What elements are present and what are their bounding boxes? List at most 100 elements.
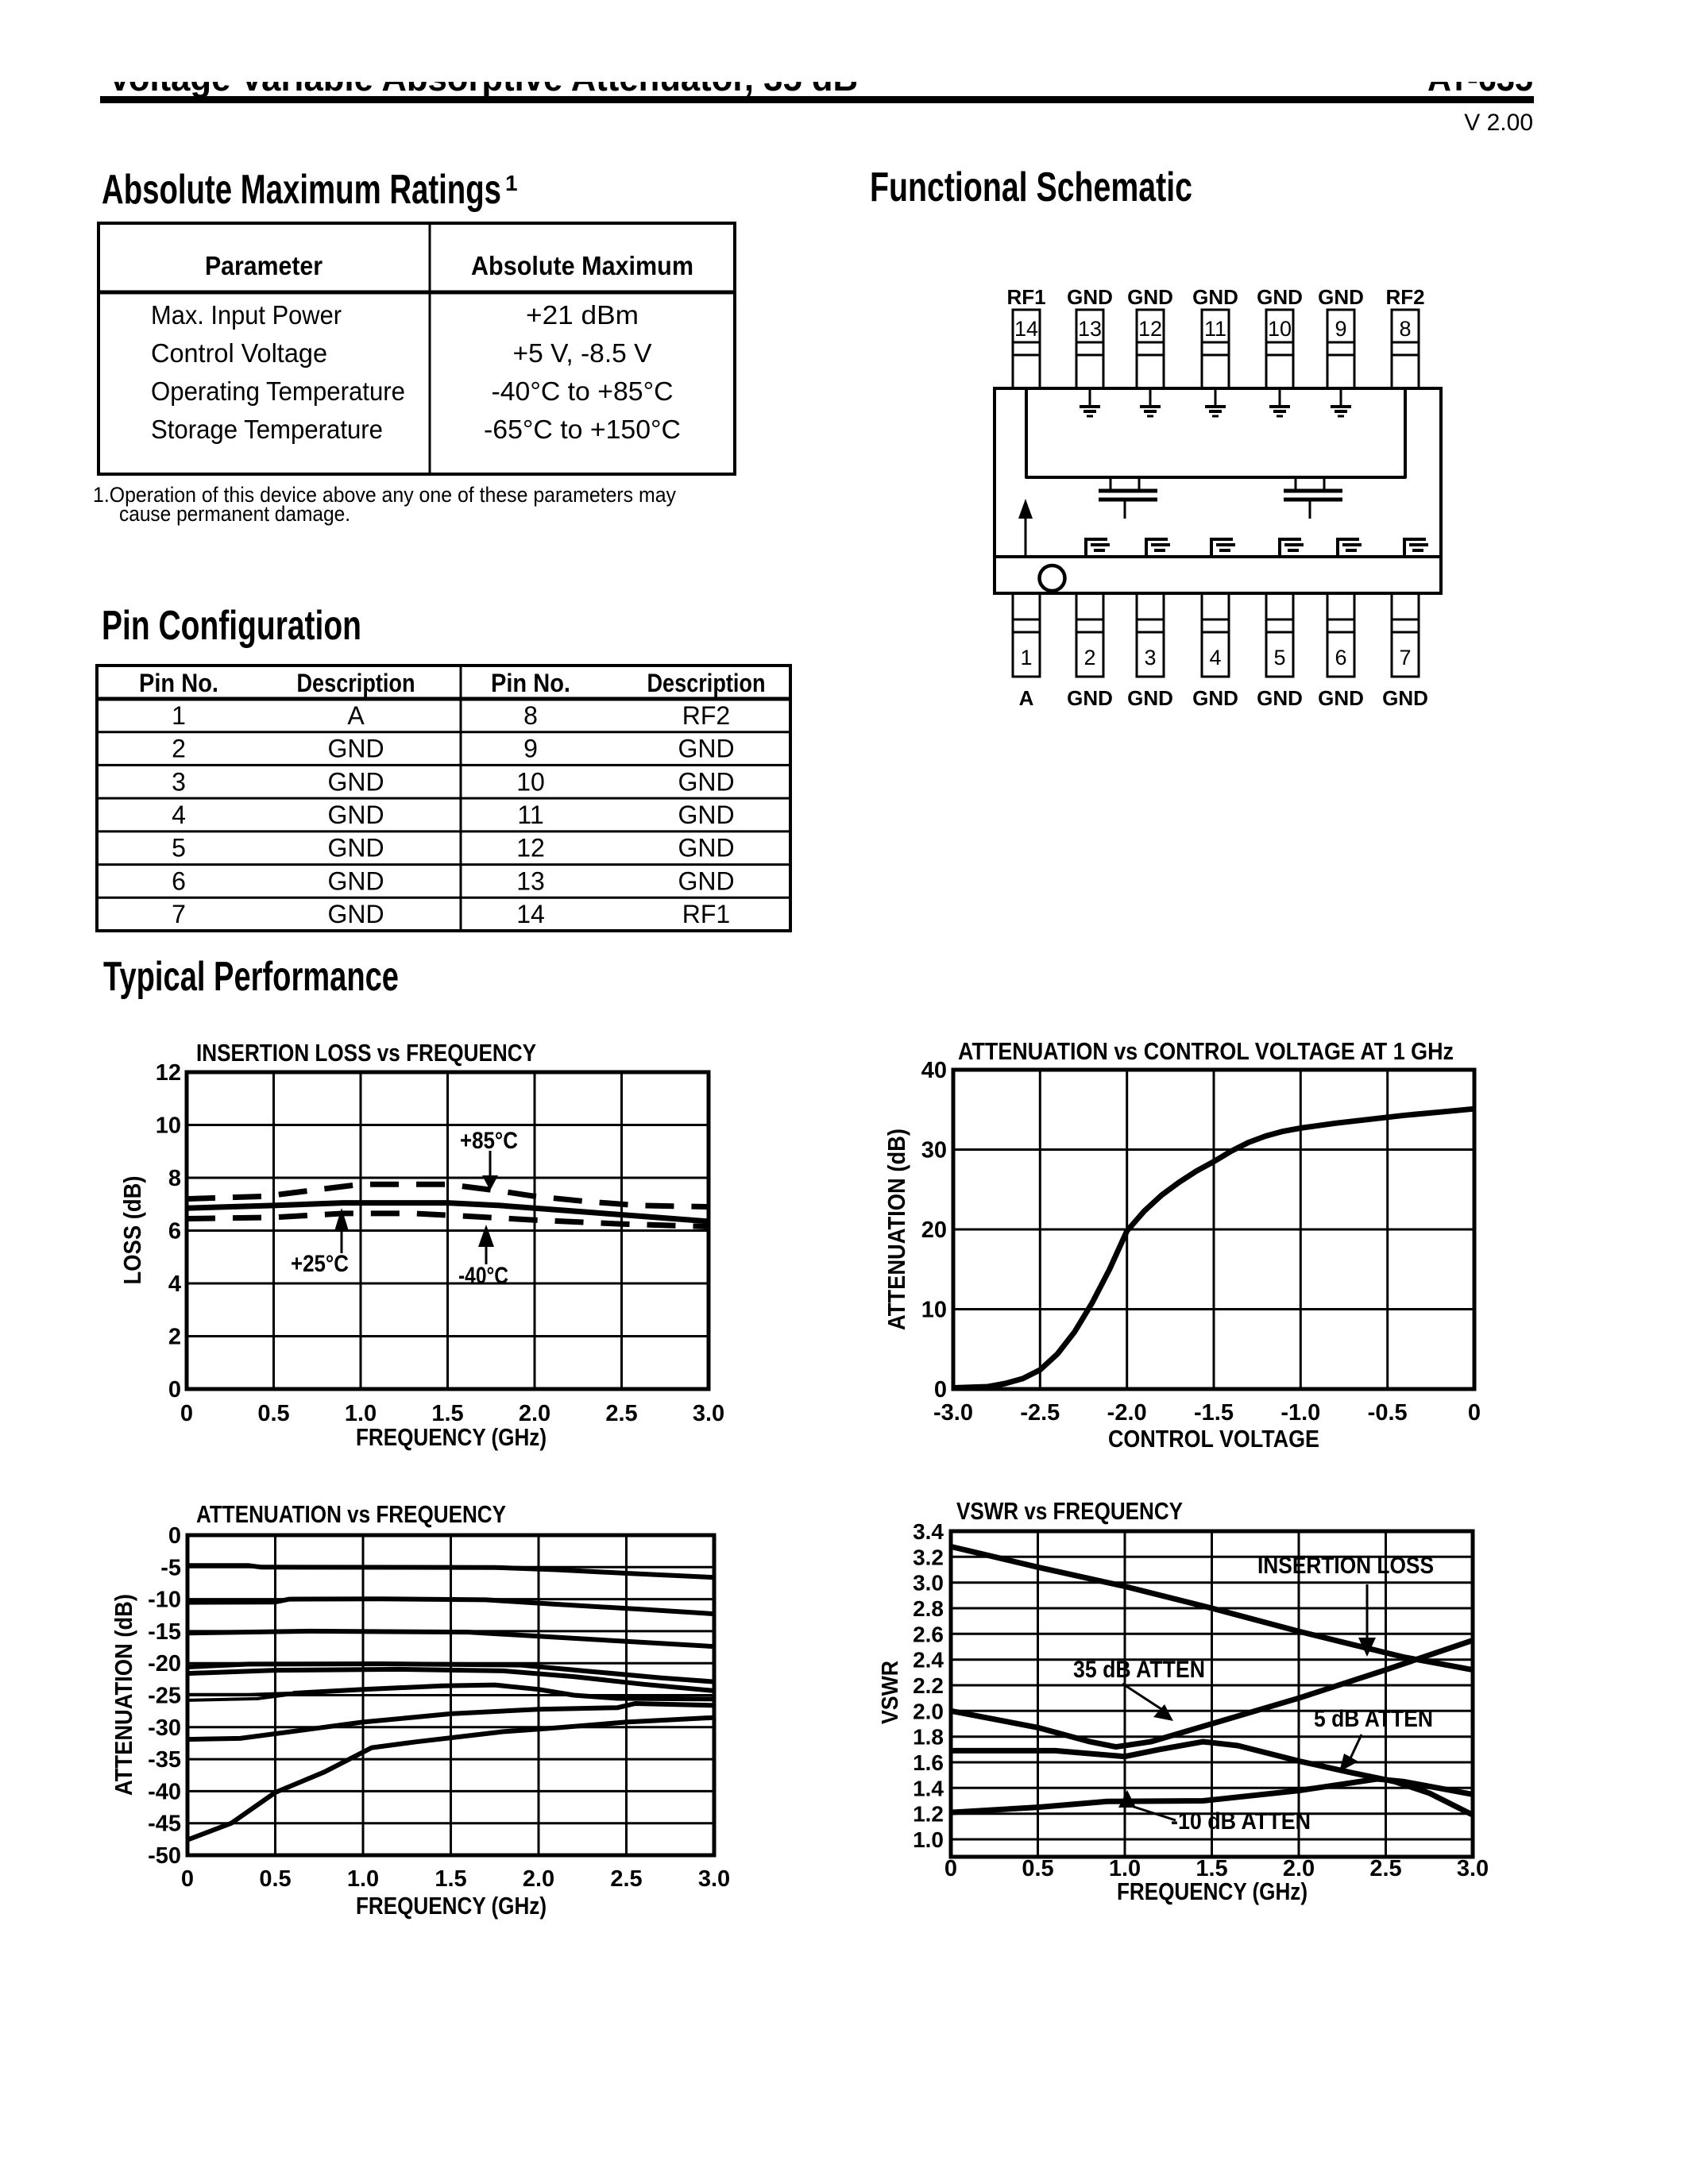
svg-text:1.4: 1.4 — [913, 1776, 944, 1800]
svg-text:10: 10 — [156, 1113, 181, 1139]
svg-text:Parameter: Parameter — [205, 251, 323, 280]
svg-text:Pin No.: Pin No. — [139, 669, 218, 697]
svg-text:GND: GND — [1127, 285, 1173, 309]
svg-text:FREQUENCY (GHz): FREQUENCY (GHz) — [1117, 1877, 1308, 1905]
svg-text:14: 14 — [516, 900, 545, 928]
svg-text:RF1: RF1 — [1006, 285, 1045, 309]
svg-text:-10 dB ATTEN: -10 dB ATTEN — [1171, 1808, 1311, 1835]
svg-text:6: 6 — [1335, 646, 1346, 669]
svg-text:4: 4 — [168, 1271, 181, 1297]
svg-text:V 2.00: V 2.00 — [1464, 110, 1533, 136]
svg-text:2.0: 2.0 — [1283, 1856, 1315, 1881]
svg-text:Storage Temperature: Storage Temperature — [151, 415, 383, 444]
svg-text:-10: -10 — [148, 1588, 181, 1613]
svg-text:GND: GND — [1382, 686, 1428, 710]
svg-text:-2.0: -2.0 — [1107, 1400, 1147, 1426]
svg-text:30: 30 — [921, 1138, 947, 1163]
svg-text:2.8: 2.8 — [913, 1596, 944, 1621]
svg-text:+5 V, -8.5 V: +5 V, -8.5 V — [513, 338, 652, 368]
svg-text:-50: -50 — [148, 1843, 181, 1869]
svg-text:20: 20 — [921, 1217, 947, 1243]
svg-text:9: 9 — [1335, 317, 1346, 341]
svg-text:-40: -40 — [148, 1779, 181, 1804]
svg-text:-15: -15 — [148, 1619, 181, 1645]
svg-text:+25°C: +25°C — [291, 1251, 349, 1277]
svg-text:1.8: 1.8 — [913, 1725, 944, 1750]
svg-text:8: 8 — [1399, 317, 1411, 341]
svg-text:10: 10 — [921, 1298, 947, 1323]
svg-text:LOSS (dB): LOSS (dB) — [118, 1176, 146, 1285]
svg-text:0: 0 — [181, 1866, 194, 1892]
svg-text:VSWR vs FREQUENCY: VSWR vs FREQUENCY — [956, 1497, 1183, 1525]
svg-text:GND: GND — [678, 834, 734, 862]
svg-text:+21 dBm: +21 dBm — [526, 300, 639, 330]
svg-text:7: 7 — [1399, 646, 1411, 669]
svg-text:3.0: 3.0 — [693, 1401, 724, 1426]
svg-text:5: 5 — [1273, 646, 1285, 669]
svg-text:5 dB ATTEN: 5 dB ATTEN — [1314, 1706, 1433, 1732]
svg-text:Operating Temperature: Operating Temperature — [151, 376, 405, 406]
svg-text:-40°C: -40°C — [458, 1263, 508, 1289]
svg-text:Pin Configuration: Pin Configuration — [102, 603, 361, 649]
svg-text:8: 8 — [168, 1166, 181, 1191]
svg-text:-25: -25 — [148, 1684, 181, 1709]
svg-text:6: 6 — [172, 866, 186, 895]
svg-text:cause permanent damage.: cause permanent damage. — [119, 502, 350, 526]
svg-text:2.0: 2.0 — [519, 1401, 550, 1426]
svg-text:4: 4 — [172, 801, 186, 829]
svg-text:1.0: 1.0 — [913, 1827, 944, 1852]
svg-text:-35: -35 — [148, 1747, 181, 1773]
svg-text:3.0: 3.0 — [913, 1571, 944, 1596]
svg-text:Description: Description — [297, 669, 415, 697]
svg-text:-0.5: -0.5 — [1368, 1400, 1408, 1426]
svg-text:A: A — [347, 701, 365, 730]
svg-text:GND: GND — [327, 767, 384, 796]
svg-text:GND: GND — [1257, 686, 1303, 710]
svg-text:GND: GND — [327, 834, 384, 862]
svg-text:GND: GND — [678, 866, 734, 895]
svg-text:12: 12 — [516, 834, 545, 862]
svg-text:Control Voltage: Control Voltage — [151, 338, 327, 368]
svg-text:2.5: 2.5 — [610, 1866, 642, 1892]
svg-text:7: 7 — [172, 900, 186, 928]
svg-text:40: 40 — [921, 1058, 947, 1083]
svg-text:4: 4 — [1209, 646, 1221, 669]
svg-text:10: 10 — [1268, 317, 1292, 341]
svg-text:3: 3 — [1144, 646, 1156, 669]
svg-text:-5: -5 — [160, 1555, 181, 1580]
svg-text:+85°C: +85°C — [460, 1128, 518, 1154]
svg-text:-40°C to +85°C: -40°C to +85°C — [492, 376, 674, 406]
svg-text:1.2: 1.2 — [913, 1802, 944, 1827]
svg-text:2.5: 2.5 — [605, 1401, 637, 1426]
svg-text:GND: GND — [327, 801, 384, 829]
svg-text:GND: GND — [678, 735, 734, 763]
svg-text:RF2: RF2 — [1385, 285, 1424, 309]
svg-text:GND: GND — [1192, 285, 1238, 309]
svg-text:2.6: 2.6 — [913, 1622, 944, 1646]
svg-text:35 dB ATTEN: 35 dB ATTEN — [1073, 1657, 1205, 1683]
svg-text:1.6: 1.6 — [913, 1750, 944, 1775]
svg-text:GND: GND — [327, 866, 384, 895]
svg-text:CONTROL VOLTAGE: CONTROL VOLTAGE — [1108, 1425, 1319, 1453]
svg-text:0: 0 — [934, 1377, 947, 1403]
svg-text:GND: GND — [1127, 686, 1173, 710]
svg-text:0: 0 — [180, 1401, 193, 1426]
svg-text:3.0: 3.0 — [1457, 1856, 1489, 1881]
svg-text:GND: GND — [327, 900, 384, 928]
svg-text:0.5: 0.5 — [257, 1401, 289, 1426]
svg-text:6: 6 — [168, 1219, 181, 1244]
svg-text:GND: GND — [678, 767, 734, 796]
svg-text:1.0: 1.0 — [1109, 1856, 1141, 1881]
svg-text:GND: GND — [1067, 686, 1113, 710]
svg-text:14: 14 — [1014, 317, 1038, 341]
svg-text:ATTENUATION (dB): ATTENUATION (dB) — [883, 1129, 910, 1330]
svg-text:Description: Description — [647, 669, 766, 697]
svg-text:INSERTION LOSS vs FREQUENCY: INSERTION LOSS vs FREQUENCY — [196, 1039, 536, 1067]
svg-text:0.5: 0.5 — [259, 1866, 291, 1892]
svg-text:10: 10 — [516, 767, 545, 796]
svg-text:1.Operation of this device abo: 1.Operation of this device above any one… — [93, 483, 676, 507]
svg-text:11: 11 — [517, 801, 543, 829]
svg-text:-65°C to +150°C: -65°C to +150°C — [484, 415, 681, 444]
svg-text:-2.5: -2.5 — [1020, 1400, 1060, 1426]
svg-text:5: 5 — [172, 834, 186, 862]
